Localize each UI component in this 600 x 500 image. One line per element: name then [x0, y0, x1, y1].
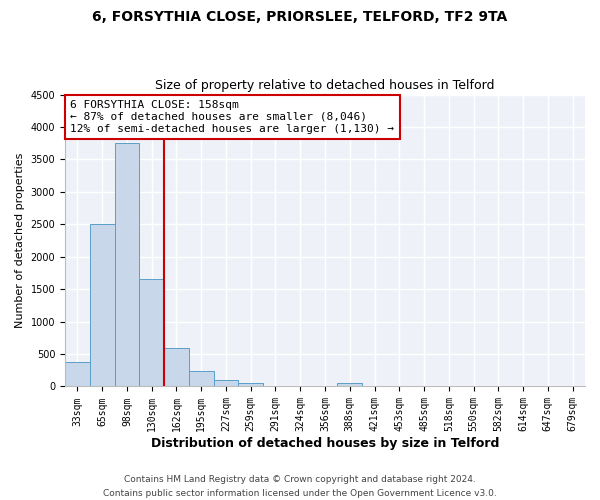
Text: Contains HM Land Registry data © Crown copyright and database right 2024.
Contai: Contains HM Land Registry data © Crown c… — [103, 476, 497, 498]
Bar — [115, 143, 139, 386]
Text: 6 FORSYTHIA CLOSE: 158sqm
← 87% of detached houses are smaller (8,046)
12% of se: 6 FORSYTHIA CLOSE: 158sqm ← 87% of detac… — [70, 100, 394, 134]
Bar — [238, 383, 263, 386]
X-axis label: Distribution of detached houses by size in Telford: Distribution of detached houses by size … — [151, 437, 499, 450]
Bar — [139, 280, 164, 386]
Text: 6, FORSYTHIA CLOSE, PRIORSLEE, TELFORD, TF2 9TA: 6, FORSYTHIA CLOSE, PRIORSLEE, TELFORD, … — [92, 10, 508, 24]
Bar — [337, 383, 362, 386]
Y-axis label: Number of detached properties: Number of detached properties — [15, 153, 25, 328]
Bar — [214, 380, 238, 386]
Bar — [189, 371, 214, 386]
Bar — [65, 362, 90, 386]
Title: Size of property relative to detached houses in Telford: Size of property relative to detached ho… — [155, 79, 495, 92]
Bar — [90, 224, 115, 386]
Bar — [164, 348, 189, 387]
